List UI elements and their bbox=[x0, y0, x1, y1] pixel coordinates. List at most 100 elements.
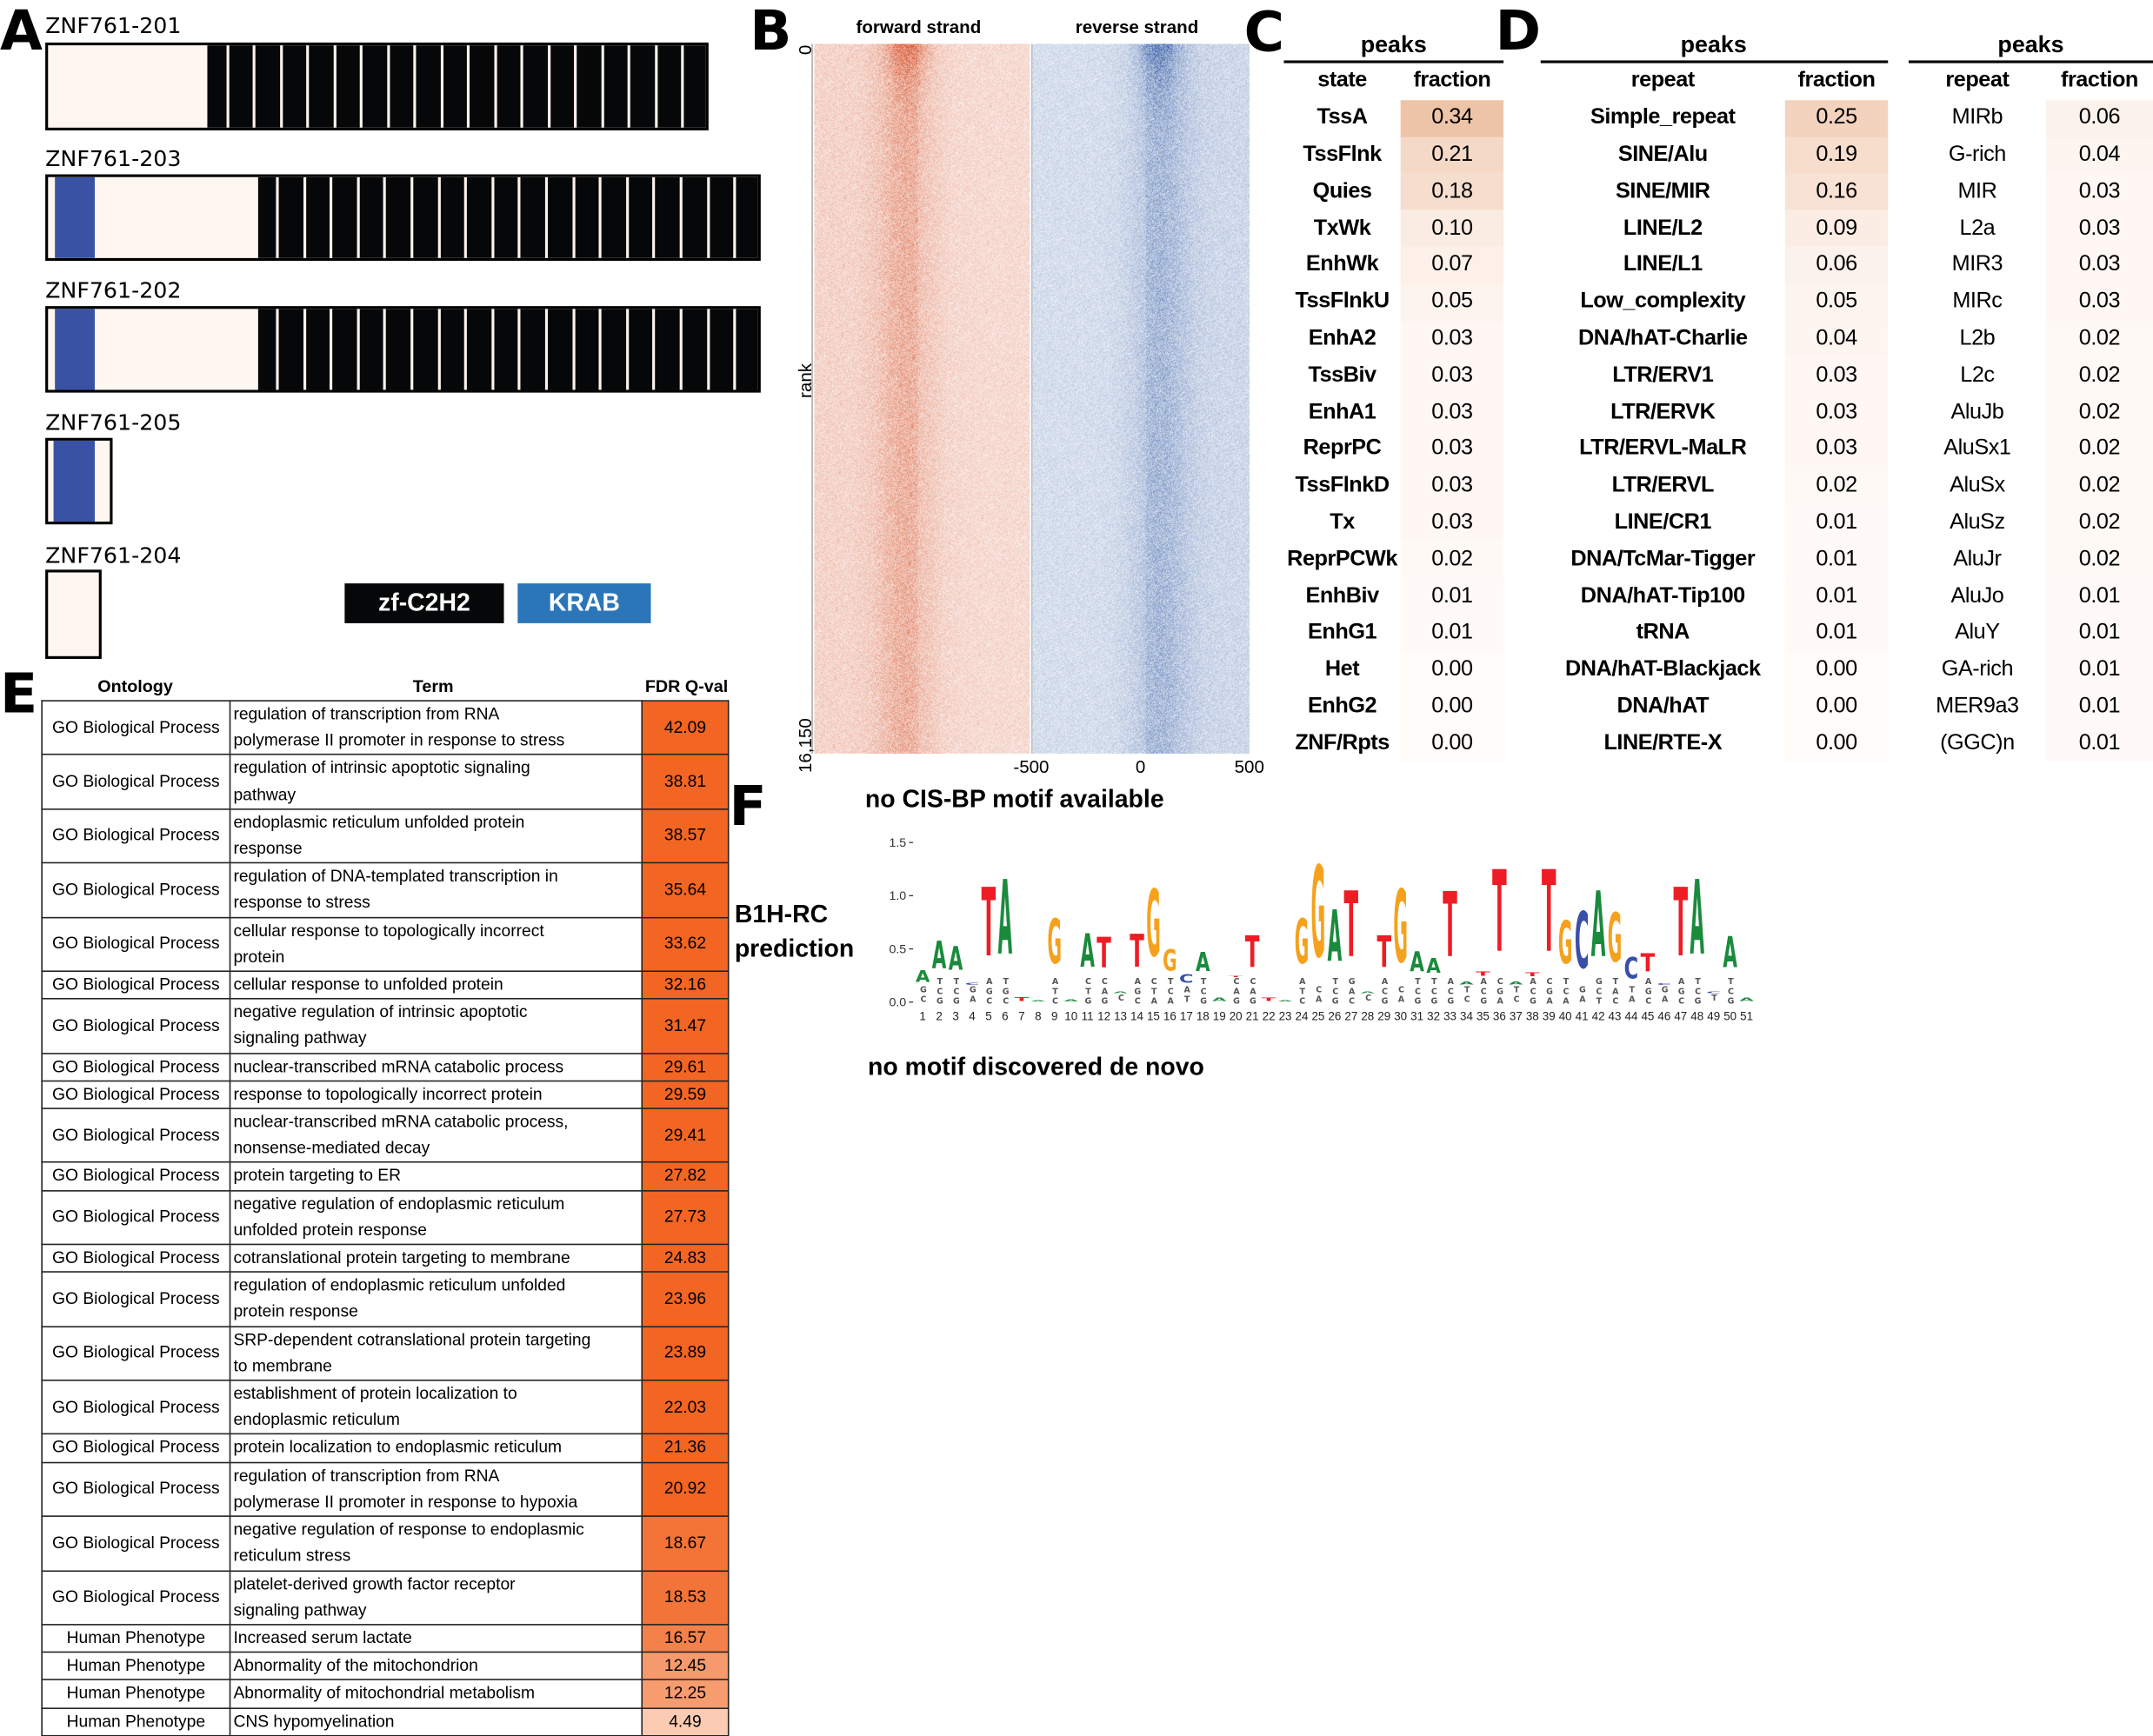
logo-letter-G: G bbox=[1146, 870, 1161, 978]
zf-repeat-boundary bbox=[464, 309, 467, 389]
position-number: 19 bbox=[1213, 1009, 1226, 1022]
fdr-cell: 32.16 bbox=[642, 971, 728, 999]
term-line: CNS hypomyelination bbox=[233, 1708, 638, 1734]
logo-letter-T: T bbox=[982, 868, 997, 978]
row-label: DNA/hAT bbox=[1541, 688, 1785, 725]
term-line: negative regulation of intrinsic apoptot… bbox=[233, 1000, 638, 1026]
zf-repeat-boundary bbox=[545, 309, 548, 389]
fraction-value: 0.02 bbox=[2046, 357, 2153, 394]
logo-minor-letters: CAG bbox=[1100, 977, 1108, 1001]
logo-minor-letters: GAC bbox=[1347, 977, 1355, 1001]
position-number: 17 bbox=[1180, 1009, 1193, 1022]
row-label: DNA/TcMar-Tigger bbox=[1541, 542, 1785, 578]
logo-minor-letters: TCG bbox=[1330, 977, 1338, 1001]
y-axis-line bbox=[811, 44, 813, 754]
position-number: 31 bbox=[1410, 1009, 1423, 1022]
fraction-value: 0.03 bbox=[1401, 357, 1503, 394]
fdr-cell: 35.64 bbox=[642, 863, 728, 917]
ontology-cell: GO Biological Process bbox=[42, 1570, 230, 1624]
zf-repeat-boundary bbox=[464, 177, 467, 258]
logo-minor-letters: TCG bbox=[1726, 977, 1734, 1001]
ontology-cell: GO Biological Process bbox=[42, 1327, 230, 1380]
position-number: 50 bbox=[1723, 1009, 1736, 1022]
ontology-cell: GO Biological Process bbox=[42, 1380, 230, 1434]
row-label: LINE/RTE-X bbox=[1541, 725, 1785, 762]
fdr-cell: 27.73 bbox=[642, 1190, 728, 1244]
term-cell: nuclear-transcribed mRNA catabolic proce… bbox=[230, 1053, 642, 1081]
zf-repeat-boundary bbox=[253, 45, 256, 128]
fraction-value: 0.02 bbox=[2046, 321, 2153, 357]
fraction-value: 0.03 bbox=[1401, 468, 1503, 504]
logo-letter-A: A bbox=[1426, 954, 1441, 978]
logo-letter-T: T bbox=[1096, 929, 1111, 978]
logo-letter-C: C bbox=[1624, 951, 1639, 986]
row-label: DNA/hAT-Tip100 bbox=[1541, 578, 1785, 615]
fraction-value: 0.05 bbox=[1785, 284, 1888, 321]
y-axis-label: rank bbox=[795, 363, 816, 398]
zf-repeat-boundary bbox=[626, 309, 629, 389]
logo-letter-A: A bbox=[932, 935, 947, 979]
transcript-bar bbox=[45, 43, 709, 130]
position-number: 5 bbox=[985, 1009, 991, 1022]
zf-repeat-boundary bbox=[681, 45, 683, 128]
row-label: LINE/CR1 bbox=[1541, 504, 1785, 541]
row-label: G-rich bbox=[1909, 136, 2046, 173]
fdr-cell: 29.59 bbox=[642, 1081, 728, 1108]
term-cell: CNS hypomyelination bbox=[230, 1707, 642, 1735]
fraction-value: 0.01 bbox=[2046, 615, 2153, 651]
ontology-cell: GO Biological Process bbox=[42, 1053, 230, 1081]
fraction-value: 0.00 bbox=[1785, 688, 1888, 725]
fdr-cell: 38.57 bbox=[642, 809, 728, 863]
fraction-value: 0.03 bbox=[1785, 394, 1888, 430]
row-label: Quies bbox=[1283, 174, 1400, 210]
row-label: SINE/Alu bbox=[1541, 136, 1785, 173]
logo-letter-T: T bbox=[1492, 847, 1507, 977]
row-label: L2b bbox=[1909, 321, 2046, 357]
logo-minor-letters: TCG bbox=[951, 977, 959, 1001]
ontology-cell: GO Biological Process bbox=[42, 863, 230, 917]
row-label: Low_complexity bbox=[1541, 284, 1785, 321]
row-label: AluJr bbox=[1909, 542, 2046, 578]
term-cell: regulation of DNA-templated transcriptio… bbox=[230, 863, 642, 917]
ontology-cell: GO Biological Process bbox=[42, 1162, 230, 1190]
fraction-value: 0.01 bbox=[1785, 504, 1888, 541]
logo-letter-A: A bbox=[1591, 872, 1606, 978]
logo-minor-letters: GA bbox=[1577, 986, 1585, 1002]
term-line: cellular response to unfolded protein bbox=[233, 972, 638, 998]
position-number: 22 bbox=[1263, 1009, 1276, 1022]
position-number: 32 bbox=[1427, 1009, 1440, 1022]
logo-letter-T: T bbox=[1262, 997, 1276, 1002]
position-number: 44 bbox=[1625, 1009, 1638, 1022]
fraction-value: 0.00 bbox=[1401, 725, 1503, 762]
logo-minor-letters: T bbox=[1710, 994, 1717, 1001]
fraction-value: 0.05 bbox=[1401, 284, 1503, 321]
position-number: 10 bbox=[1064, 1009, 1077, 1022]
column-header-repeat: repeat bbox=[1541, 63, 1785, 100]
row-label: TssA bbox=[1283, 100, 1400, 136]
legend-krab: KRAB bbox=[517, 583, 650, 623]
logo-minor-letters: TCA bbox=[1561, 977, 1569, 1001]
fraction-value: 0.02 bbox=[2046, 468, 2153, 504]
logo-minor-letters: AGC bbox=[984, 977, 992, 1001]
term-line: protein bbox=[233, 944, 638, 970]
logo-letter-A: A bbox=[1080, 926, 1095, 978]
logo-letter-A: A bbox=[916, 967, 930, 986]
y-tick-label: 0.5 bbox=[889, 942, 906, 956]
row-label: EnhG2 bbox=[1283, 688, 1400, 725]
fdr-cell: 29.61 bbox=[642, 1053, 728, 1081]
position-number: 35 bbox=[1476, 1009, 1490, 1022]
fraction-value: 0.03 bbox=[1401, 394, 1503, 430]
row-label: TssFlnkU bbox=[1283, 284, 1400, 321]
zf-repeat-boundary bbox=[734, 309, 737, 389]
term-line: polymerase II promoter in response to st… bbox=[233, 728, 638, 754]
term-line: response to stress bbox=[233, 890, 638, 916]
y-tick-max: 16,150 bbox=[795, 718, 816, 773]
row-label: EnhG1 bbox=[1283, 615, 1400, 651]
y-tick-label: 1.0 bbox=[889, 889, 906, 903]
fdr-cell: 24.83 bbox=[642, 1245, 728, 1273]
row-label: MIRc bbox=[1909, 284, 2046, 321]
zf-repeat-boundary bbox=[491, 177, 494, 258]
